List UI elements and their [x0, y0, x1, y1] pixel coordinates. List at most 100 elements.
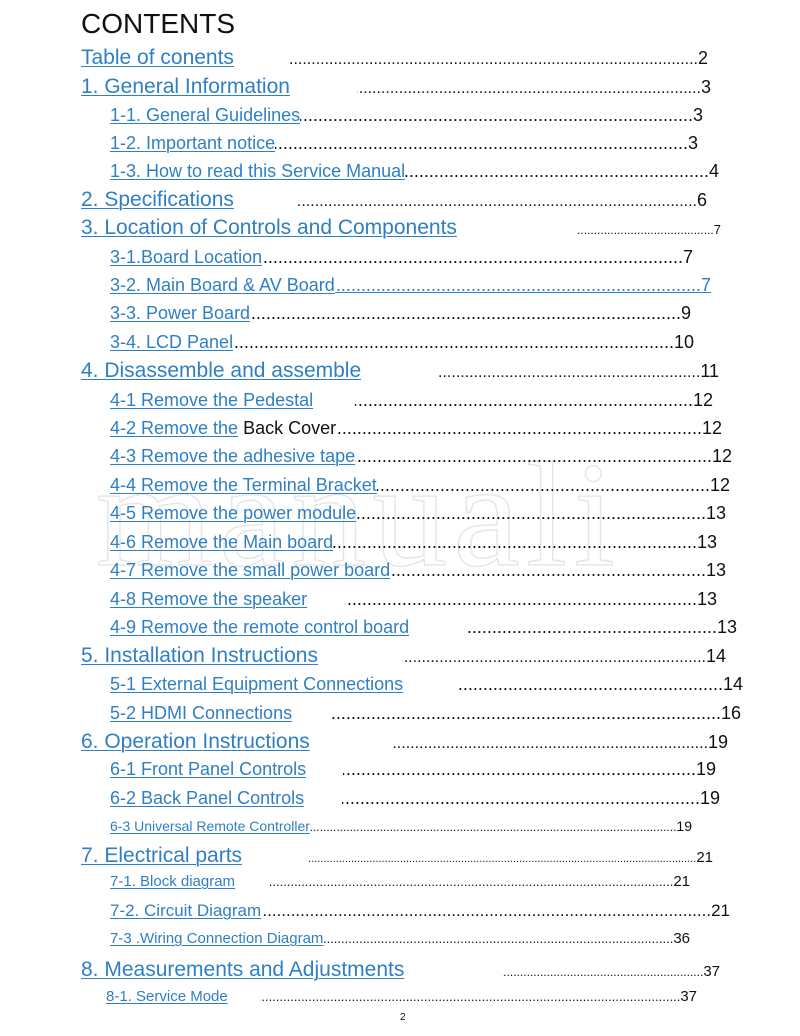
toc-entry-link[interactable]: 5-2 HDMI Connections	[110, 703, 293, 724]
toc-entry-link[interactable]: 8. Measurements and Adjustments	[81, 958, 405, 982]
toc-entry-label-wrap: 2. Specifications	[81, 188, 298, 212]
toc-page-number: 6	[696, 190, 707, 211]
toc-entry[interactable]: 3-4. LCD Panel..........................…	[110, 332, 694, 353]
toc-dot-leader: ........................................…	[260, 989, 681, 1004]
toc-dot-leader: ........................................…	[355, 390, 693, 411]
toc-entry-link[interactable]: 5-1 External Equipment Connections	[110, 674, 404, 695]
toc-entry[interactable]: 3-2. Main Board & AV Board..............…	[110, 275, 711, 296]
toc-entry-link[interactable]: 3-2. Main Board & AV Board	[110, 275, 335, 296]
toc-entry-link[interactable]: 4-5 Remove the power module	[110, 503, 357, 524]
toc-dot-leader: ........................................…	[233, 332, 674, 353]
toc-entry-label-wrap: 4-3 Remove the adhesive tape	[110, 446, 355, 467]
toc-dot-leader: ........................................…	[577, 223, 714, 238]
toc-entry-link[interactable]: 6. Operation Instructions	[81, 730, 310, 754]
toc-entry[interactable]: 8. Measurements and Adjustments.........…	[81, 958, 720, 982]
toc-dot-leader: ........................................…	[355, 446, 712, 467]
toc-entry-link[interactable]: 6-1 Front Panel Controls	[110, 759, 307, 780]
toc-entry-link[interactable]: 4-7 Remove the small power board	[110, 560, 391, 581]
toc-entry[interactable]: 5-2 HDMI Connections....................…	[110, 703, 741, 724]
toc-entry-link[interactable]: 3-4. LCD Panel	[110, 332, 234, 353]
toc-dot-leader: ........................................…	[390, 560, 706, 581]
toc-entry-link[interactable]: 3-1.Board Location	[110, 247, 263, 268]
toc-entry-link[interactable]: 4-1 Remove the Pedestal	[110, 390, 314, 411]
toc-entry-label-wrap: 3-4. LCD Panel	[110, 332, 233, 353]
toc-entry[interactable]: 4-1 Remove the Pedestal.................…	[110, 390, 713, 411]
toc-dot-leader: ........................................…	[437, 364, 701, 382]
toc-entry-link[interactable]: 4-6 Remove the Main board	[110, 532, 334, 553]
toc-dot-leader: ........................................…	[298, 193, 697, 211]
toc-entry-link[interactable]: 1-2. Important notice	[110, 133, 276, 154]
toc-entry-link[interactable]: 4-4 Remove the Terminal Bracket	[110, 475, 377, 496]
toc-entry[interactable]: 6-2 Back Panel Controls.................…	[110, 788, 720, 809]
toc-entry[interactable]: 4-4 Remove the Terminal Bracket.........…	[110, 475, 730, 496]
toc-entry[interactable]: 6-3 Universal Remote Controller.........…	[110, 818, 692, 834]
toc-entry[interactable]: 1-3. How to read this Service Manual....…	[110, 161, 719, 182]
toc-entry[interactable]: 3. Location of Controls and Components..…	[81, 216, 721, 240]
toc-entry-link[interactable]: 4-3 Remove the adhesive tape	[110, 446, 356, 467]
toc-dot-leader: ........................................…	[308, 853, 697, 866]
toc-entry-link[interactable]: 7-2. Circuit Diagram	[110, 900, 262, 920]
toc-entry-link[interactable]: Table of conents	[81, 46, 234, 70]
toc-entry-link[interactable]: 3-3. Power Board	[110, 303, 251, 324]
toc-entry-link[interactable]: 4. Disassemble and assemble	[81, 359, 362, 383]
toc-entry-link[interactable]: 4-9 Remove the remote control board	[110, 617, 410, 638]
toc-entry[interactable]: Table of conents........................…	[81, 46, 708, 70]
toc-entry-link[interactable]: 2. Specifications	[81, 188, 234, 212]
toc-entry[interactable]: 2. Specifications.......................…	[81, 188, 707, 212]
toc-entry-label-wrap: 1-1. General Guidelines	[110, 105, 300, 126]
toc-entry-link[interactable]: 5. Installation Instructions	[81, 644, 318, 668]
toc-entry-label-wrap: 7-3 .Wiring Connection Diagram	[110, 930, 323, 947]
toc-entry[interactable]: 7-1. Block diagram......................…	[110, 873, 690, 890]
toc-entry-link[interactable]: 4-2 Remove the	[110, 418, 239, 439]
toc-entry[interactable]: 7-3 .Wiring Connection Diagram..........…	[110, 930, 690, 947]
toc-entry-link[interactable]: 6-3 Universal Remote Controller	[110, 817, 310, 834]
toc-entry-label-wrap: 7-1. Block diagram	[110, 873, 269, 890]
toc-page-number: 4	[708, 161, 719, 182]
toc-entry-label-wrap: 4-1 Remove the Pedestal	[110, 390, 355, 411]
toc-entry[interactable]: 4-5 Remove the power module.............…	[110, 503, 726, 524]
toc-entry[interactable]: 4-6 Remove the Main board...............…	[110, 532, 717, 553]
toc-entry[interactable]: 1. General Information..................…	[81, 75, 711, 99]
toc-entry[interactable]: 1-1. General Guidelines.................…	[110, 105, 703, 126]
toc-entry[interactable]: 4. Disassemble and assemble.............…	[81, 359, 719, 383]
toc-entry[interactable]: 7-2. Circuit Diagram....................…	[110, 901, 730, 921]
toc-page-number: 13	[705, 503, 726, 524]
toc-page-number: 13	[705, 560, 726, 581]
toc-dot-leader: ........................................…	[342, 788, 700, 809]
toc-entry[interactable]: 4-3 Remove the adhesive tape............…	[110, 446, 732, 467]
toc-dot-leader: ........................................…	[250, 303, 681, 324]
toc-page-number: 19	[699, 788, 720, 809]
toc-entry-link[interactable]: 1-3. How to read this Service Manual	[110, 161, 406, 182]
toc-entry-link[interactable]: 1. General Information	[81, 75, 290, 99]
toc-entry-link[interactable]: 7-3 .Wiring Connection Diagram	[110, 930, 324, 947]
toc-entry[interactable]: 6-1 Front Panel Controls................…	[110, 759, 716, 780]
toc-entry-label-wrap: 5-2 HDMI Connections	[110, 703, 330, 724]
toc-entry[interactable]: 3-1.Board Location......................…	[110, 247, 693, 268]
toc-entry[interactable]: 7. Electrical parts.....................…	[81, 844, 713, 868]
toc-entry[interactable]: 4-9 Remove the remote control board.....…	[110, 617, 737, 638]
toc-entry-link[interactable]: 8-1. Service Mode	[106, 988, 228, 1005]
toc-entry-label-wrap: 4. Disassemble and assemble	[81, 359, 437, 383]
toc-entry-link[interactable]: 7. Electrical parts	[81, 844, 243, 868]
toc-entry[interactable]: 8-1. Service Mode.......................…	[106, 988, 697, 1005]
toc-entry[interactable]: 1-2. Important notice...................…	[110, 133, 698, 154]
toc-entry[interactable]: 4-8 Remove the speaker..................…	[110, 589, 717, 610]
toc-entry-link[interactable]: 4-8 Remove the speaker	[110, 589, 308, 610]
toc-entry-label-wrap: 6-3 Universal Remote Controller	[110, 818, 310, 834]
toc-page-number: 2	[697, 48, 708, 69]
toc-entry-link[interactable]: 7-1. Block diagram	[110, 873, 236, 890]
toc-entry-label-wrap: 1-2. Important notice	[110, 133, 275, 154]
toc-entry-label-suffix: Back Cover	[238, 418, 337, 439]
toc-entry[interactable]: 6. Operation Instructions...............…	[81, 730, 728, 754]
toc-entry[interactable]: 5. Installation Instructions............…	[81, 644, 726, 668]
toc-entry-link[interactable]: 6-2 Back Panel Controls	[110, 788, 305, 809]
toc-page-number: 16	[720, 703, 741, 724]
toc-entry[interactable]: 4-7 Remove the small power board........…	[110, 560, 726, 581]
toc-entry[interactable]: 5-1 External Equipment Connections......…	[110, 674, 743, 695]
toc-entry-link[interactable]: 3. Location of Controls and Components	[81, 216, 457, 240]
toc-entry-link[interactable]: 1-1. General Guidelines	[110, 105, 301, 126]
toc-page-number: 12	[709, 475, 730, 496]
toc-entry[interactable]: 4-2 Remove the Back Cover...............…	[110, 418, 722, 439]
toc-entry-label-wrap: 7. Electrical parts	[81, 844, 308, 868]
toc-entry[interactable]: 3-3. Power Board........................…	[110, 303, 691, 324]
